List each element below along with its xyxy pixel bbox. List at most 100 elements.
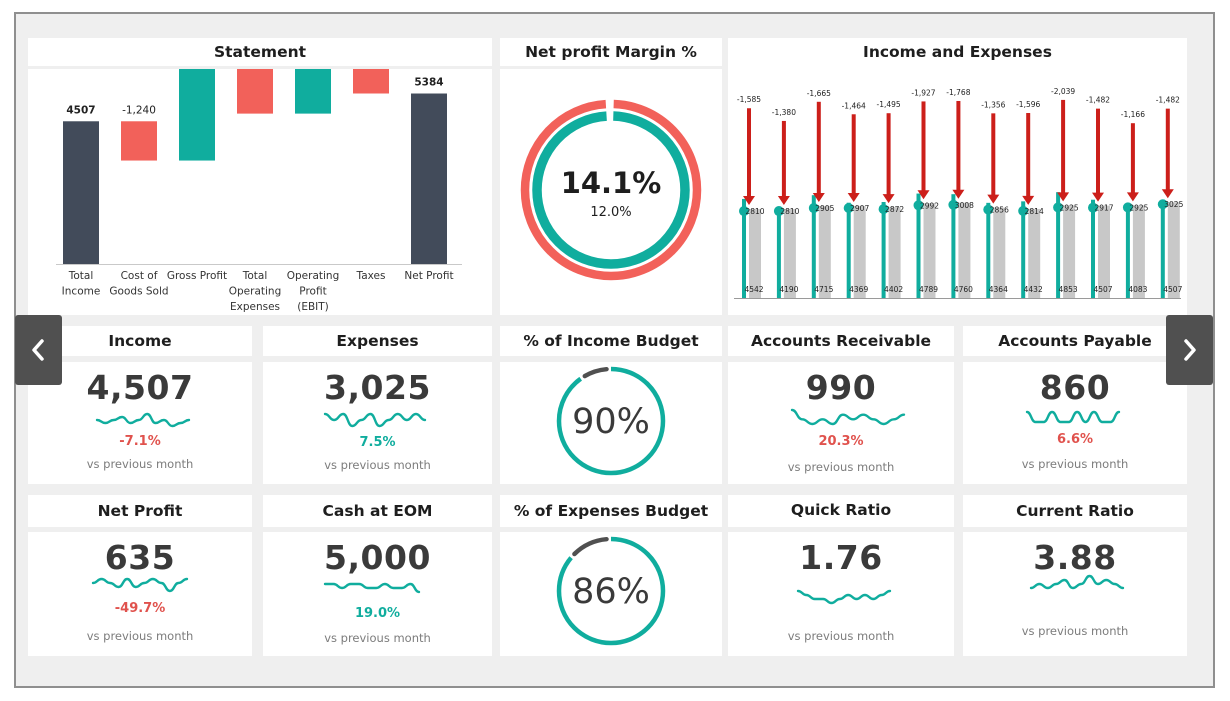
cash-title: Cash at EOM: [322, 502, 433, 520]
payable-card: 860 6.6% vs previous month: [963, 362, 1187, 484]
difference-arrow: [956, 100, 961, 191]
difference-arrow: [781, 120, 786, 198]
sparkline-path: [95, 412, 191, 428]
income-budget-title-panel: % of Income Budget: [500, 326, 722, 356]
payable-note: vs previous month: [1021, 457, 1129, 471]
expenses-sparkline: [323, 412, 427, 428]
point-label: 2907: [850, 204, 869, 213]
sparkline-path: [1029, 574, 1125, 590]
chevron-left-icon: [32, 339, 44, 361]
sparkline-path: [323, 412, 427, 428]
waterfall-category-label: (EBIT): [297, 301, 329, 313]
waterfall-bar: [353, 66, 389, 94]
expenses-budget-card: 86%: [500, 532, 722, 656]
income-title: Income: [108, 332, 172, 350]
point-label: 2810: [745, 207, 764, 216]
expense-bar: [958, 202, 971, 298]
receivable-title-panel: Accounts Receivable: [728, 326, 954, 356]
expense-bar: [1028, 208, 1041, 298]
prev-slide-button[interactable]: [15, 315, 62, 385]
income-sparkline: [95, 412, 191, 428]
income-point: [808, 203, 819, 214]
income-bar: [846, 202, 851, 298]
dashboard-frame: Statement 4507 Total Income -1,240 Cost of Go…: [14, 12, 1215, 688]
difference-arrow: [886, 113, 891, 196]
next-slide-button[interactable]: [1166, 315, 1213, 385]
income-value-label: 4542: [744, 285, 763, 294]
receivable-note: vs previous month: [787, 460, 895, 474]
waterfall-value-label: 4507: [66, 104, 95, 116]
point-label: 2905: [815, 204, 834, 213]
current-ratio-title-panel: Current Ratio: [963, 495, 1187, 527]
difference-arrowhead: [1022, 195, 1035, 205]
receivable-title: Accounts Receivable: [750, 332, 932, 350]
current-ratio-sparkline: [1029, 574, 1125, 590]
cash-change: 19.0%: [354, 606, 401, 621]
difference-label: -1,596: [1016, 100, 1040, 109]
difference-arrow: [921, 101, 926, 192]
expense-bar: [1063, 205, 1076, 298]
difference-arrow: [747, 108, 751, 198]
difference-arrowhead: [1057, 192, 1070, 202]
quick-ratio-value: 1.76: [799, 538, 883, 577]
current-ratio-title: Current Ratio: [1016, 502, 1134, 520]
cash-note: vs previous month: [324, 631, 431, 645]
quick-ratio-title: Quick Ratio: [790, 501, 892, 519]
difference-label: -1,495: [877, 100, 901, 109]
difference-arrow: [1026, 113, 1031, 197]
income-bar: [881, 202, 886, 298]
margin-target-ring: [520, 99, 702, 281]
income-point: [983, 204, 994, 215]
receivable-change: 20.3%: [818, 434, 864, 449]
income-bar: [1091, 199, 1095, 298]
income-value: 4,507: [86, 368, 194, 407]
expense-bar: [818, 206, 831, 298]
difference-arrow: [1061, 99, 1066, 194]
margin-title: Net profit Margin %: [525, 43, 697, 61]
waterfall-bar: [237, 57, 273, 114]
difference-arrowhead: [1126, 192, 1139, 202]
income-value-label: 4402: [884, 285, 903, 294]
income-expenses-title: Income and Expenses: [863, 43, 1052, 61]
income-value-label: 4432: [1024, 285, 1043, 294]
income-bar: [916, 193, 921, 298]
expense-bar: [1132, 205, 1145, 298]
receivable-card: 990 20.3% vs previous month: [728, 362, 954, 484]
income-bar: [1021, 201, 1026, 298]
income-point: [1018, 205, 1029, 216]
margin-value-ring: [532, 111, 690, 269]
income-title-panel: Income: [28, 326, 252, 356]
income-value-label: 4760: [954, 285, 973, 294]
margin-title-panel: Net profit Margin %: [500, 38, 722, 66]
difference-arrowhead: [917, 190, 930, 200]
expense-bar: [993, 207, 1006, 298]
income-expenses-panel: Income and Expenses -1,585 2810 4542 -1,380…: [728, 38, 1187, 315]
expenses-budget-value: 86%: [572, 572, 650, 612]
net-profit-title: Net Profit: [97, 502, 183, 520]
point-label: 2810: [780, 207, 799, 216]
sparkline-path: [91, 577, 189, 593]
expense-bar: [1098, 205, 1110, 298]
point-label: 2925: [1129, 203, 1148, 212]
difference-arrow: [816, 101, 821, 195]
difference-label: -1,356: [981, 100, 1005, 109]
cash-title-panel: Cash at EOM: [263, 495, 492, 527]
sparkline-path: [1025, 410, 1121, 424]
receivable-value: 990: [805, 368, 877, 407]
waterfall-bar: [411, 93, 447, 264]
income-value-label: 4853: [1059, 285, 1078, 294]
income-value-label: 4190: [779, 285, 798, 294]
income-expenses-chart: -1,585 2810 4542 -1,380 2810 4190 -1,665 2905 47…: [734, 87, 1184, 299]
income-bar: [811, 195, 816, 298]
sparkline-path: [796, 589, 892, 605]
waterfall-category-label: Goods Sold: [109, 286, 168, 298]
income-point: [739, 206, 749, 217]
expenses-note: vs previous month: [324, 458, 431, 472]
waterfall-bar: [63, 121, 99, 264]
difference-label: -2,039: [1051, 87, 1075, 96]
quick-ratio-title-panel: Quick Ratio: [728, 495, 954, 527]
cash-value: 5,000: [324, 538, 431, 577]
waterfall-category-label: Cost of: [121, 270, 158, 282]
